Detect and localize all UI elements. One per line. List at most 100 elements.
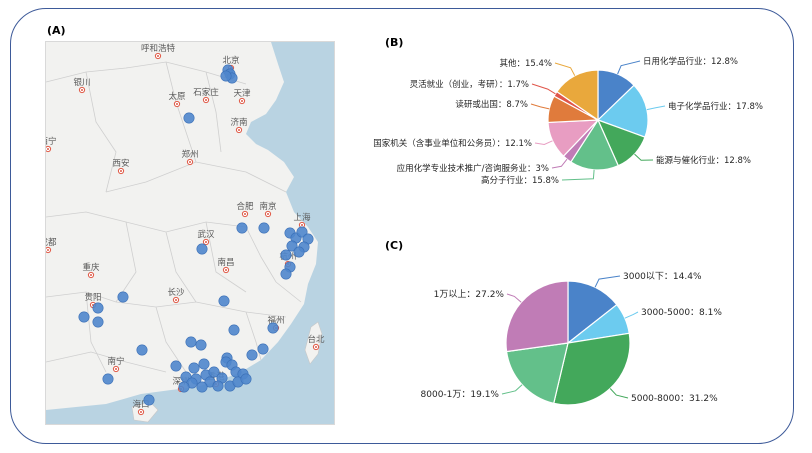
slice-label: 电子化学品行业：17.8% xyxy=(668,101,763,112)
city-dot-core xyxy=(81,89,83,91)
map-point[interactable] xyxy=(219,296,229,306)
slice-label: 灵活就业（创业，考研）：1.7% xyxy=(410,79,529,90)
china-map[interactable]: 呼和浩特北京银川太原石家庄天津济南西宁郑州西安合肥南京上海武汉成都杭州重庆南昌长… xyxy=(45,41,335,425)
map-point[interactable] xyxy=(237,223,247,233)
city-label: 天津 xyxy=(233,88,251,99)
leader-line xyxy=(618,61,640,74)
city-marker: 西安 xyxy=(112,158,129,174)
city-dot-core xyxy=(90,274,92,276)
map-point[interactable] xyxy=(144,395,154,405)
map-point[interactable] xyxy=(196,340,206,350)
city-marker: 石家庄 xyxy=(193,87,219,103)
leader-line xyxy=(502,385,522,394)
map-point[interactable] xyxy=(197,244,207,254)
slice-label: 1万以上：27.2% xyxy=(434,289,505,300)
map-canvas: 呼和浩特北京银川太原石家庄天津济南西宁郑州西安合肥南京上海武汉成都杭州重庆南昌长… xyxy=(46,42,335,425)
map-point[interactable] xyxy=(197,382,207,392)
slice-label: 日用化学品行业：12.8% xyxy=(643,56,738,67)
map-point[interactable] xyxy=(137,345,147,355)
pie-chart-c: 3000以下：14.4% 3000-5000：8.1% 5000-8000：31.2… xyxy=(345,248,790,420)
leader-line xyxy=(531,104,549,109)
leader-line xyxy=(535,141,553,145)
city-label: 太原 xyxy=(168,91,185,102)
leader-line xyxy=(562,170,594,180)
map-point[interactable] xyxy=(258,344,268,354)
map-point[interactable] xyxy=(247,350,257,360)
slice-label: 3000以下：14.4% xyxy=(623,272,702,282)
map-point[interactable] xyxy=(281,250,291,260)
city-label: 合肥 xyxy=(236,201,254,212)
city-marker: 重庆 xyxy=(82,262,100,278)
map-point[interactable] xyxy=(171,361,181,371)
slice-label: 高分子行业：15.8% xyxy=(481,175,559,186)
leader-line xyxy=(635,154,654,160)
map-point[interactable] xyxy=(268,323,278,333)
city-label: 济南 xyxy=(230,117,247,128)
map-point[interactable] xyxy=(294,247,304,257)
city-label: 南宁 xyxy=(107,356,124,367)
city-label: 贵阳 xyxy=(84,292,101,303)
city-dot-core xyxy=(140,411,142,413)
leader-line xyxy=(552,159,567,168)
city-dot-core xyxy=(189,161,191,163)
map-point[interactable] xyxy=(93,317,103,327)
city-dot-core xyxy=(238,129,240,131)
city-marker: 成都 xyxy=(46,237,57,253)
leader-line xyxy=(532,84,555,94)
map-point[interactable] xyxy=(259,223,269,233)
map-point[interactable] xyxy=(93,303,103,313)
city-dot-core xyxy=(315,346,317,348)
city-label: 重庆 xyxy=(82,262,100,273)
city-label: 南京 xyxy=(259,201,276,212)
city-dot-core xyxy=(267,213,269,215)
map-point[interactable] xyxy=(199,359,209,369)
city-dot-core xyxy=(120,170,122,172)
map-point[interactable] xyxy=(186,337,196,347)
city-dot-core xyxy=(47,148,49,150)
map-point[interactable] xyxy=(229,325,239,335)
city-label: 郑州 xyxy=(181,149,198,160)
city-marker: 呼和浩特 xyxy=(141,43,176,59)
slice-label: 能源与催化行业：12.8% xyxy=(656,155,751,166)
city-marker: 合肥 xyxy=(236,201,254,217)
city-label: 北京 xyxy=(222,55,239,66)
map-point[interactable] xyxy=(79,312,89,322)
city-label: 台北 xyxy=(307,334,325,345)
city-marker: 长沙 xyxy=(167,287,185,303)
city-label: 银川 xyxy=(73,77,90,88)
city-label: 呼和浩特 xyxy=(141,43,176,54)
city-marker: 南京 xyxy=(259,201,276,217)
map-point[interactable] xyxy=(221,71,231,81)
city-label: 石家庄 xyxy=(193,87,219,98)
leader-line xyxy=(595,276,620,287)
city-marker: 南昌 xyxy=(217,257,234,273)
leader-line xyxy=(610,389,628,399)
city-label: 西宁 xyxy=(46,136,57,147)
city-dot-core xyxy=(47,249,49,251)
map-point[interactable] xyxy=(189,363,199,373)
pie-slice[interactable] xyxy=(506,281,568,352)
city-dot-core xyxy=(115,368,117,370)
city-dot-core xyxy=(157,55,159,57)
city-label: 上海 xyxy=(293,212,311,223)
city-marker: 西宁 xyxy=(46,136,57,152)
map-point[interactable] xyxy=(184,113,194,123)
slice-label: 国家机关（含事业单位和公务员）：12.1% xyxy=(373,138,532,149)
map-point[interactable] xyxy=(103,374,113,384)
city-dot-core xyxy=(205,241,207,243)
city-marker: 天津 xyxy=(233,88,251,104)
map-point[interactable] xyxy=(241,374,251,384)
city-marker: 太原 xyxy=(168,91,185,107)
map-point[interactable] xyxy=(213,381,223,391)
leader-line xyxy=(625,312,638,318)
city-label: 成都 xyxy=(46,237,57,248)
map-point[interactable] xyxy=(281,269,291,279)
city-label: 长沙 xyxy=(167,287,185,298)
map-point[interactable] xyxy=(179,382,189,392)
panel-a-label: (A) xyxy=(47,24,66,37)
slice-label: 3000-5000：8.1% xyxy=(641,308,722,318)
city-marker: 武汉 xyxy=(197,229,215,245)
province-borders xyxy=(46,62,301,372)
city-dot-core xyxy=(205,99,207,101)
map-point[interactable] xyxy=(118,292,128,302)
